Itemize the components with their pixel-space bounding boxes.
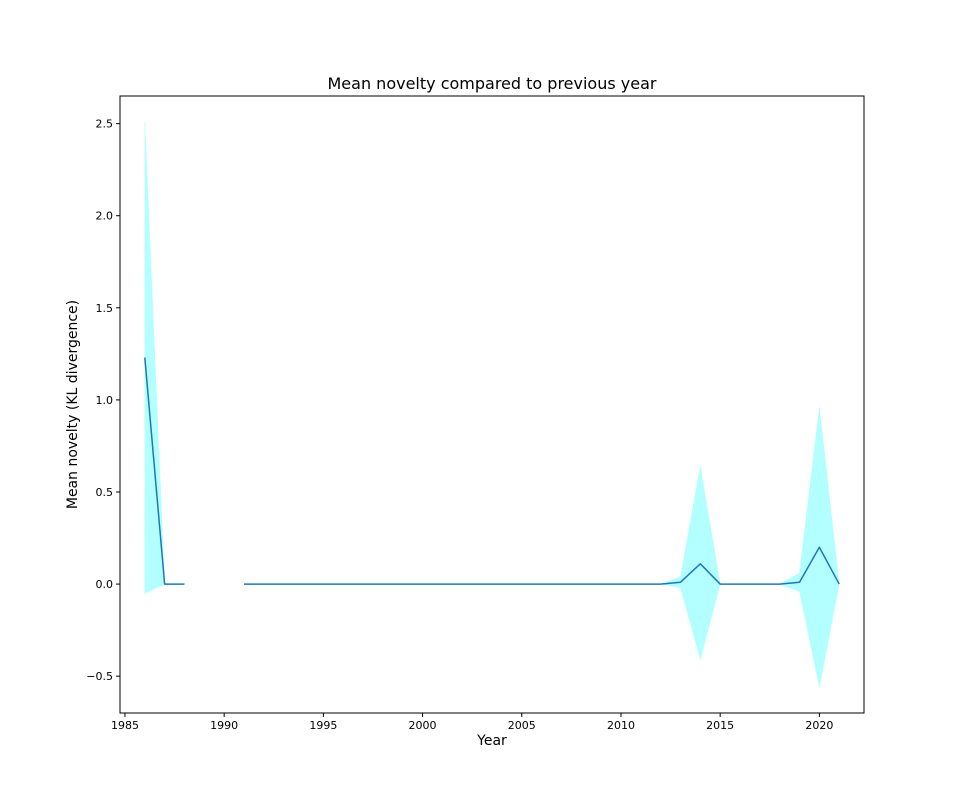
y-tick-label: 1.0 bbox=[96, 394, 114, 407]
y-axis-label: Mean novelty (KL divergence) bbox=[65, 300, 81, 509]
y-tick-label: 1.5 bbox=[96, 302, 114, 315]
x-tick-label: 2000 bbox=[409, 719, 437, 732]
y-tick-label: 0.0 bbox=[96, 578, 114, 591]
y-axis-ticks: −0.5 0.0 0.5 1.0 1.5 2.0 2.5 bbox=[86, 118, 120, 683]
x-tick-label: 1985 bbox=[111, 719, 139, 732]
x-tick-label: 2020 bbox=[805, 719, 833, 732]
y-tick-label: 2.0 bbox=[96, 210, 114, 223]
x-axis-label: Year bbox=[476, 733, 507, 749]
y-tick-label: 0.5 bbox=[96, 486, 114, 499]
x-axis-ticks: 1985 1990 1995 2000 2005 2010 2015 2020 bbox=[111, 713, 833, 732]
plot-frame bbox=[119, 95, 865, 714]
x-tick-label: 1995 bbox=[309, 719, 337, 732]
y-tick-label: 2.5 bbox=[96, 118, 114, 131]
x-tick-label: 2010 bbox=[607, 719, 635, 732]
x-tick-label: 2005 bbox=[508, 719, 536, 732]
series-line-layer bbox=[144, 357, 840, 585]
x-tick-label: 2015 bbox=[706, 719, 734, 732]
x-tick-label: 1990 bbox=[210, 719, 238, 732]
chart-title: Mean novelty compared to previous year bbox=[328, 74, 657, 93]
y-tick-label: −0.5 bbox=[86, 670, 113, 683]
